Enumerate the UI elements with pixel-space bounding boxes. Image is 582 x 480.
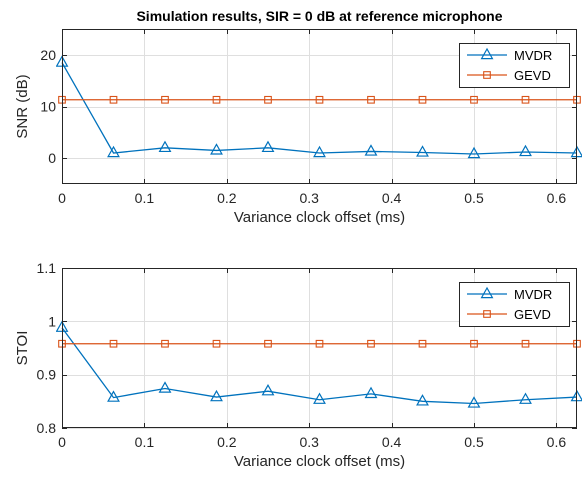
legend-marker-gevd bbox=[483, 310, 491, 318]
legend-marker-gevd bbox=[483, 71, 491, 79]
marker-gevd-5 bbox=[315, 339, 324, 348]
x-axis-label: Variance clock offset (ms) bbox=[234, 453, 405, 470]
legend-label-gevd: GEVD bbox=[514, 68, 551, 83]
x-tick-label-5: 0.5 bbox=[464, 434, 484, 450]
legend-marker-mvdr bbox=[480, 47, 494, 60]
marker-mvdr-5 bbox=[313, 145, 326, 158]
marker-gevd-7 bbox=[418, 95, 427, 104]
series-gevd bbox=[58, 339, 581, 348]
marker-mvdr-7 bbox=[416, 145, 429, 157]
ticks bbox=[62, 29, 577, 184]
legend-box bbox=[459, 43, 570, 88]
axes-box bbox=[62, 268, 577, 428]
legend-item-gevd: GEVD bbox=[467, 307, 551, 322]
marker-gevd-9 bbox=[521, 339, 530, 348]
series-gevd bbox=[58, 95, 581, 104]
legend-marker-mvdr bbox=[480, 286, 494, 299]
marker-mvdr-4 bbox=[261, 383, 275, 396]
x-tick-label-3: 0.3 bbox=[299, 190, 319, 206]
x-tick-label-3: 0.3 bbox=[299, 434, 319, 450]
marker-mvdr-2 bbox=[158, 381, 172, 393]
marker-gevd-1 bbox=[109, 339, 118, 348]
y-tick-label-0: 0 bbox=[48, 150, 56, 166]
x-tick-label-5: 0.5 bbox=[464, 190, 484, 206]
x-tick-label-6: 0.6 bbox=[547, 190, 567, 206]
legend-label-mvdr: MVDR bbox=[514, 48, 552, 63]
marker-gevd-9 bbox=[521, 95, 530, 104]
legend-item-mvdr: MVDR bbox=[467, 47, 552, 63]
y-axis-label: SNR (dB) bbox=[14, 74, 31, 138]
ticks bbox=[62, 268, 577, 429]
marker-mvdr-4 bbox=[261, 140, 275, 153]
marker-gevd-4 bbox=[264, 95, 272, 104]
y-axis-label: STOI bbox=[14, 331, 31, 366]
marker-gevd-8 bbox=[470, 95, 478, 104]
legend-item-mvdr: MVDR bbox=[467, 286, 552, 302]
marker-mvdr-6 bbox=[364, 144, 378, 156]
chart-2: 0 0.1 0.2 0.3 0.4 0.5 0.6 0.8 0.9 1 1.1 Variance cl… bbox=[14, 260, 582, 470]
x-axis-label: Variance clock offset (ms) bbox=[234, 209, 405, 226]
marker-gevd-5 bbox=[315, 95, 324, 104]
legend: MVDR GEVD bbox=[459, 43, 570, 88]
x-tick-label-0: 0 bbox=[58, 434, 66, 450]
x-tick-label-0: 0 bbox=[58, 190, 66, 206]
x-tick-label-4: 0.4 bbox=[382, 190, 402, 206]
x-tick-label-1: 0.1 bbox=[135, 434, 155, 450]
marker-gevd-8 bbox=[470, 339, 478, 348]
axes-box bbox=[62, 29, 577, 184]
marker-mvdr-5 bbox=[313, 392, 326, 404]
y-tick-label-1: 10 bbox=[40, 99, 56, 115]
x-tick-label-2: 0.2 bbox=[217, 434, 237, 450]
series-line-mvdr bbox=[61, 327, 578, 405]
marker-mvdr-2 bbox=[158, 140, 172, 153]
series-line-mvdr bbox=[61, 62, 578, 155]
chart-1: 0 0.1 0.2 0.3 0.4 0.5 0.6 0 10 20 Variance clock o… bbox=[14, 8, 582, 226]
marker-gevd-3 bbox=[212, 95, 221, 104]
marker-mvdr-9 bbox=[519, 144, 532, 157]
x-tick-label-6: 0.6 bbox=[547, 434, 567, 450]
marker-gevd-6 bbox=[367, 339, 375, 348]
legend-box bbox=[459, 282, 570, 327]
marker-mvdr-1 bbox=[107, 390, 120, 402]
series-mvdr bbox=[56, 320, 582, 408]
marker-gevd-1 bbox=[109, 95, 118, 104]
marker-gevd-7 bbox=[418, 339, 427, 348]
data-layer bbox=[56, 320, 582, 408]
y-tick-label-3: 1.1 bbox=[37, 260, 57, 276]
y-tick-label-1: 0.9 bbox=[37, 367, 57, 383]
y-tick-label-2: 1 bbox=[48, 313, 56, 329]
marker-gevd-2 bbox=[161, 95, 169, 104]
legend-label-gevd: GEVD bbox=[514, 307, 551, 322]
marker-mvdr-7 bbox=[416, 394, 429, 406]
marker-gevd-6 bbox=[367, 95, 375, 104]
legend-label-mvdr: MVDR bbox=[514, 287, 552, 302]
x-tick-label-4: 0.4 bbox=[382, 434, 402, 450]
marker-mvdr-8 bbox=[467, 146, 481, 159]
x-tick-label-1: 0.1 bbox=[135, 190, 155, 206]
marker-mvdr-9 bbox=[519, 392, 532, 404]
marker-mvdr-6 bbox=[364, 386, 378, 399]
marker-mvdr-3 bbox=[210, 143, 223, 155]
legend: MVDR GEVD bbox=[459, 282, 570, 327]
marker-mvdr-3 bbox=[210, 389, 223, 402]
marker-gevd-4 bbox=[264, 339, 272, 348]
x-tick-label-2: 0.2 bbox=[217, 190, 237, 206]
marker-mvdr-1 bbox=[107, 145, 120, 158]
chart-title: Simulation results, SIR = 0 dB at refere… bbox=[136, 8, 502, 24]
marker-mvdr-8 bbox=[467, 396, 481, 408]
y-tick-label-0: 0.8 bbox=[37, 420, 57, 436]
legend-item-gevd: GEVD bbox=[467, 68, 551, 83]
y-tick-label-2: 20 bbox=[40, 47, 56, 63]
marker-gevd-3 bbox=[212, 339, 221, 348]
marker-gevd-2 bbox=[161, 339, 169, 348]
